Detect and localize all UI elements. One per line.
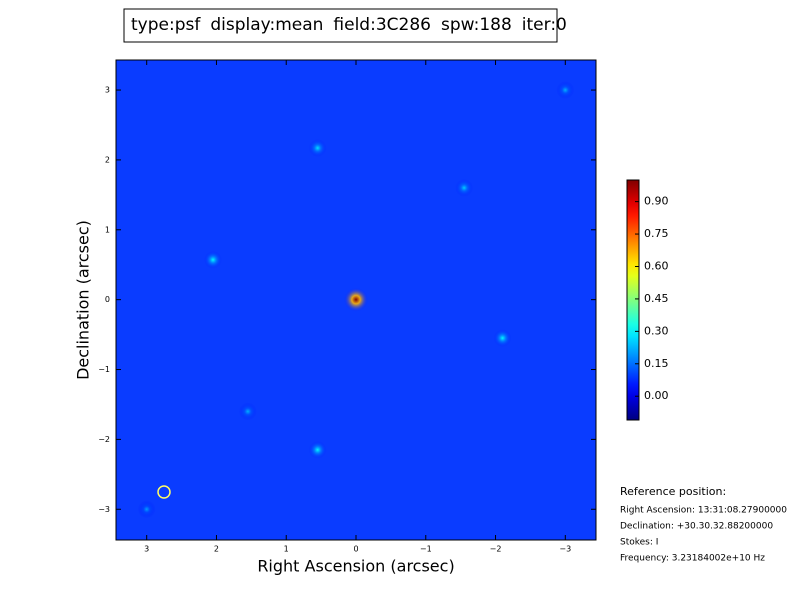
psf-peak bbox=[238, 402, 257, 421]
x-tick-label: 1 bbox=[284, 545, 289, 554]
x-tick-label: −2 bbox=[490, 545, 502, 554]
x-tick-label: 0 bbox=[353, 545, 358, 554]
colorbar bbox=[626, 179, 640, 421]
title-part: iter:0 bbox=[522, 15, 567, 35]
x-axis-label: Right Ascension (arcsec) bbox=[257, 557, 454, 576]
x-tick-label: 2 bbox=[214, 545, 219, 554]
psf-peak bbox=[556, 81, 575, 100]
colorbar-tick-label: 0.30 bbox=[644, 324, 669, 337]
y-tick-label: 2 bbox=[105, 155, 110, 164]
y-tick-label: 1 bbox=[105, 225, 110, 234]
title-part: display:mean bbox=[210, 15, 323, 35]
position-marker bbox=[157, 485, 171, 499]
title-part: type:psf bbox=[131, 15, 201, 35]
x-tick-label: 3 bbox=[144, 545, 149, 554]
psf-peak bbox=[493, 329, 512, 348]
psf-peak bbox=[455, 178, 474, 197]
x-tick-label: −1 bbox=[420, 545, 432, 554]
reference-heading: Reference position: bbox=[620, 485, 726, 498]
title: type:psf display:mean field:3C286 spw:188 it… bbox=[131, 15, 567, 35]
colorbar-tick-label: 0.90 bbox=[644, 195, 669, 208]
reference-line: Frequency: 3.23184002e+10 Hz bbox=[620, 554, 765, 564]
title-part: field:3C286 bbox=[333, 15, 431, 35]
colorbar-tick-label: 0.00 bbox=[644, 389, 669, 402]
y-axis-label: Declination (arcsec) bbox=[74, 220, 93, 380]
colorbar-tick-label: 0.45 bbox=[644, 292, 669, 305]
x-tick-label: −3 bbox=[559, 545, 571, 554]
colorbar-tick-label: 0.75 bbox=[644, 227, 669, 240]
colorbar-tick-label: 0.15 bbox=[644, 357, 669, 370]
y-tick-label: −3 bbox=[98, 505, 110, 514]
psf-peak bbox=[137, 500, 156, 519]
y-tick-label: −1 bbox=[98, 365, 110, 374]
title-box bbox=[123, 8, 558, 43]
y-tick-label: −2 bbox=[98, 435, 110, 444]
y-tick-label: 3 bbox=[105, 86, 110, 95]
colorbar-tick-label: 0.60 bbox=[644, 259, 669, 272]
psf-peak bbox=[203, 250, 222, 269]
image bbox=[137, 81, 575, 519]
y-tick-label: 0 bbox=[105, 295, 110, 304]
reference-line: Declination: +30.30.32.88200000 bbox=[620, 522, 773, 532]
reference-line: Right Ascension: 13:31:08.27900000 bbox=[620, 506, 787, 516]
psf-peak bbox=[308, 440, 327, 459]
title-part: spw:188 bbox=[441, 15, 512, 35]
reference-line: Stokes: I bbox=[620, 538, 658, 548]
psf-peak bbox=[308, 139, 327, 158]
psf-peak bbox=[344, 287, 368, 312]
